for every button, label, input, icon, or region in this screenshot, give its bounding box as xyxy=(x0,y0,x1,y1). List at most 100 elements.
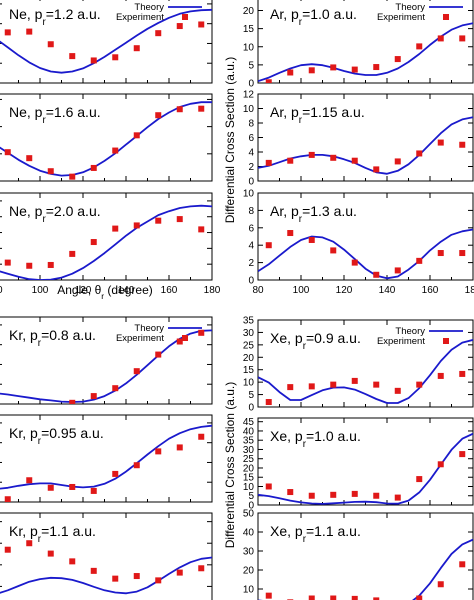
experiment-point xyxy=(437,139,444,146)
plot-area xyxy=(258,432,473,505)
panel-ar115: 0 2 4 6 8 10 12 Ar, pr=1.15 a.u. xyxy=(243,90,474,188)
y-tick-label: 45 xyxy=(243,417,255,428)
experiment-point xyxy=(198,105,205,112)
experiment-point xyxy=(4,496,11,502)
plot-area xyxy=(0,204,212,280)
panel-title: Ne, pr=2.0 a.u. xyxy=(9,203,101,225)
plot-area xyxy=(0,329,212,404)
y-tick-label: 0 xyxy=(248,177,254,188)
panel-title-tail: =1.1 a.u. xyxy=(41,523,96,539)
experiment-point xyxy=(155,217,162,224)
experiment-point xyxy=(330,491,337,498)
panel-title-sub: r xyxy=(38,338,42,349)
experiment-point xyxy=(265,592,272,599)
experiment-point xyxy=(133,462,140,469)
legend-theory-label: Theory xyxy=(395,326,425,337)
experiment-point xyxy=(198,21,205,28)
x-axis-label-sub: r xyxy=(101,291,104,301)
plot-area xyxy=(0,8,212,74)
experiment-point xyxy=(351,377,358,384)
experiment-point xyxy=(26,28,33,35)
panel-title-main: Ar, p xyxy=(270,104,299,120)
x-axis-label-tail: (degree) xyxy=(104,283,153,297)
legend-theory-label: Theory xyxy=(395,2,425,13)
experiment-point xyxy=(112,470,119,477)
experiment-point xyxy=(394,494,401,501)
y-tick-label: 0 xyxy=(248,276,254,287)
experiment-point xyxy=(287,157,294,164)
experiment-point xyxy=(416,476,423,483)
panel-title: Xe, pr=0.9 a.u. xyxy=(270,330,361,352)
experiment-point xyxy=(308,595,315,600)
legend-experiment-label: Experiment xyxy=(377,336,425,347)
experiment-point xyxy=(47,41,54,48)
experiment-point xyxy=(330,154,337,161)
y-tick-label: 10 xyxy=(243,378,255,389)
experiment-point xyxy=(287,230,294,237)
panel-title-sub: r xyxy=(303,439,307,450)
legend-theory-label: Theory xyxy=(134,2,164,13)
plot-area xyxy=(258,538,473,600)
experiment-point xyxy=(112,147,119,154)
plot-area xyxy=(0,424,212,502)
y-tick-label: 35 xyxy=(243,436,255,447)
panel-title-sub: r xyxy=(38,534,42,545)
experiment-point xyxy=(133,573,140,580)
panel-title: Kr, pr=0.95 a.u. xyxy=(9,425,104,447)
theory-line xyxy=(0,8,212,74)
experiment-point xyxy=(176,216,183,223)
experiment-point xyxy=(155,351,162,358)
y-tick-label: 10 xyxy=(243,104,255,115)
theory-line xyxy=(258,22,473,83)
experiment-point xyxy=(265,399,272,406)
legend-experiment-marker xyxy=(443,338,449,344)
panel-title-main: Kr, p xyxy=(9,425,38,441)
y-tick-label: 5 xyxy=(248,60,254,71)
experiment-point xyxy=(351,157,358,164)
legend-experiment-marker xyxy=(182,14,188,20)
panel-title-main: Ne, p xyxy=(9,203,43,219)
panel-title-main: Xe, p xyxy=(270,523,303,539)
experiment-point xyxy=(265,79,272,83)
experiment-point xyxy=(351,259,358,266)
y-tick-label: 20 xyxy=(243,566,255,577)
experiment-point xyxy=(133,222,140,229)
panel-title-sub: r xyxy=(42,115,46,126)
experiment-point xyxy=(373,381,380,388)
experiment-point xyxy=(176,106,183,113)
experiment-point xyxy=(394,158,401,165)
panel-title-sub: r xyxy=(42,17,46,28)
panel-title: Kr, pr=0.8 a.u. xyxy=(9,327,96,349)
experiment-point xyxy=(112,385,119,392)
y-tick-label: 4 xyxy=(248,148,254,159)
experiment-point xyxy=(47,484,54,491)
legend-experiment-label: Experiment xyxy=(377,12,425,23)
panel-title-main: Ne, p xyxy=(9,104,43,120)
experiment-point xyxy=(47,168,54,175)
panel-title-main: Kr, p xyxy=(9,523,38,539)
experiment-point xyxy=(437,372,444,379)
y-axis-label-top: Differential Cross Section (a.u.) xyxy=(223,57,237,224)
experiment-point xyxy=(394,387,401,394)
panel-title-tail: =1.6 a.u. xyxy=(46,104,101,120)
theory-line xyxy=(258,538,473,600)
y-tick-label: 8 xyxy=(248,119,254,130)
experiment-point xyxy=(373,271,380,278)
y-tick-label: 20 xyxy=(243,353,255,364)
experiment-point xyxy=(416,595,423,600)
experiment-point xyxy=(394,56,401,63)
panel-title-main: Ar, p xyxy=(270,203,299,219)
theory-line xyxy=(258,116,473,175)
experiment-point xyxy=(47,550,54,557)
panel-title-sub: r xyxy=(303,534,307,545)
y-tick-label: 2 xyxy=(248,258,254,269)
plot-area xyxy=(0,101,212,180)
experiment-point xyxy=(308,492,315,499)
panel-title-sub: r xyxy=(42,214,46,225)
y-tick-label: 40 xyxy=(243,426,255,437)
experiment-point xyxy=(330,595,337,600)
experiment-point xyxy=(373,166,380,173)
x-tick-label: 120 xyxy=(75,285,92,296)
y-tick-label: 20 xyxy=(243,6,255,17)
